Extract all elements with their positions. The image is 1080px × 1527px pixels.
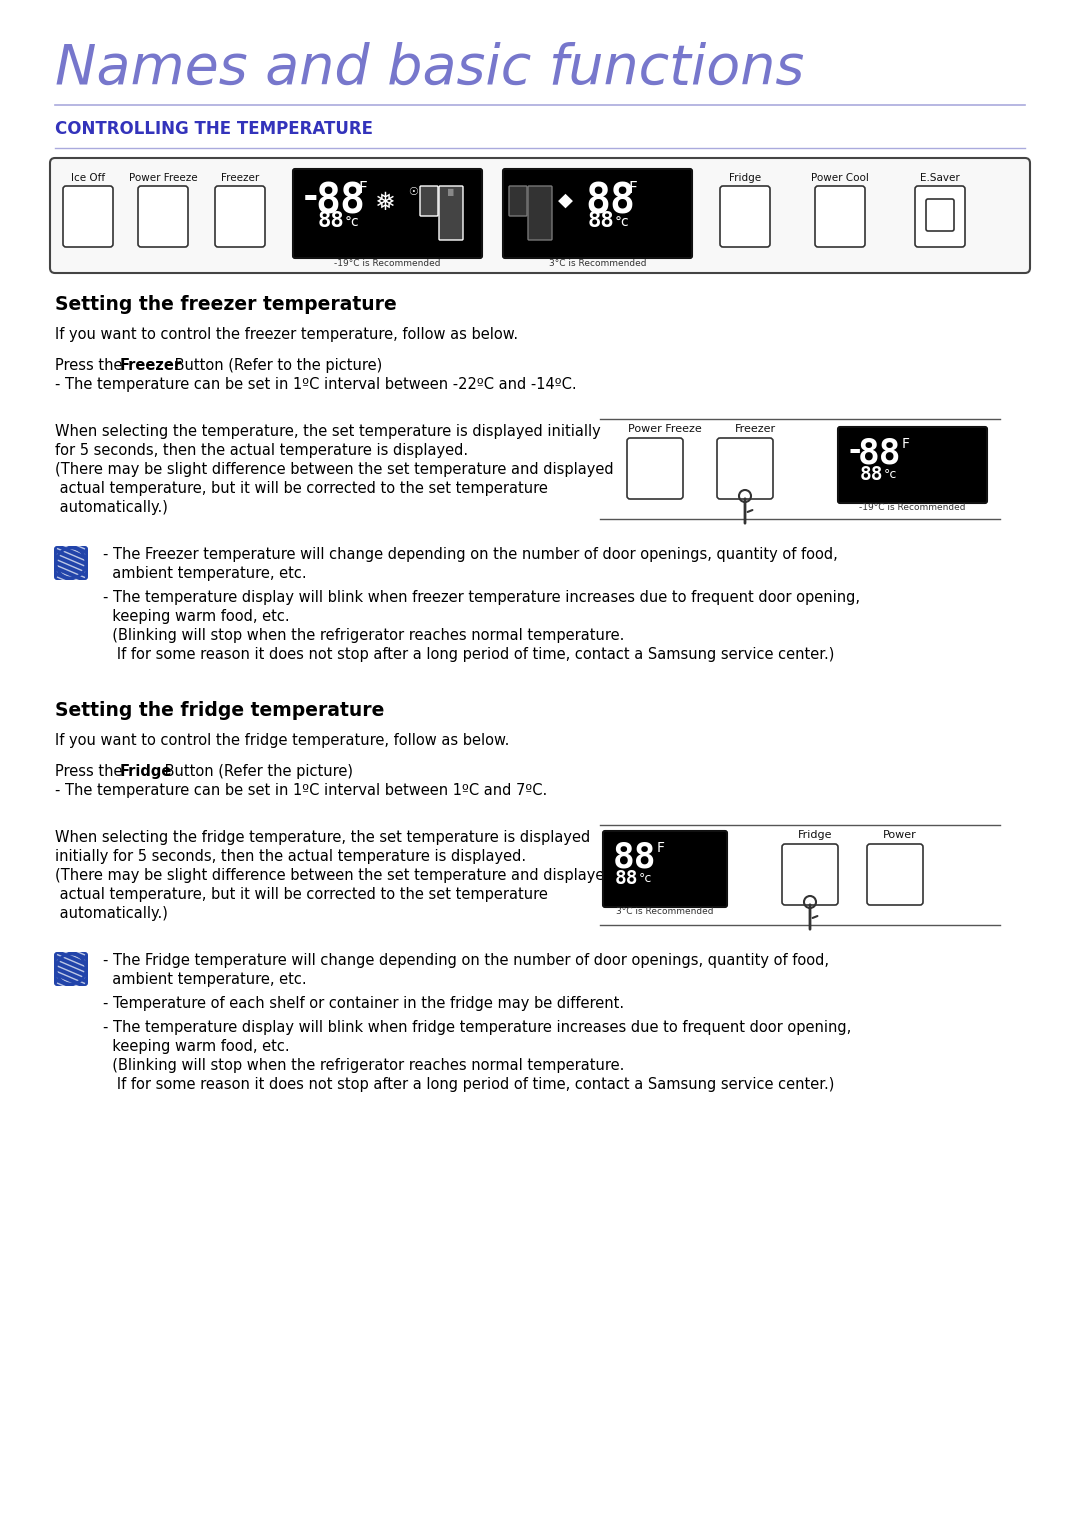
FancyBboxPatch shape [720,186,770,247]
Text: Names and basic functions: Names and basic functions [55,43,805,95]
Text: Setting the freezer temperature: Setting the freezer temperature [55,295,396,315]
Text: When selecting the temperature, the set temperature is displayed initially: When selecting the temperature, the set … [55,425,600,438]
Text: Button (Refer to the picture): Button (Refer to the picture) [170,357,382,373]
Text: 88: 88 [588,211,615,231]
Text: - The temperature can be set in 1ºC interval between 1ºC and 7ºC.: - The temperature can be set in 1ºC inte… [55,783,548,799]
FancyBboxPatch shape [838,428,987,502]
Text: automatically.): automatically.) [55,906,167,921]
Text: ❅: ❅ [375,191,395,215]
Text: Power Freeze: Power Freeze [129,173,198,183]
Text: -19°C is Recommended: -19°C is Recommended [334,260,441,269]
FancyBboxPatch shape [503,169,692,258]
Text: 88: 88 [315,182,365,223]
Text: 88: 88 [585,182,635,223]
FancyBboxPatch shape [926,199,954,231]
Text: (There may be slight difference between the set temperature and displayed: (There may be slight difference between … [55,867,613,883]
Text: ☉: ☉ [408,186,418,197]
Text: F: F [902,437,910,450]
Text: Ice Off: Ice Off [71,173,105,183]
Text: F: F [657,841,665,855]
Text: - The temperature can be set in 1ºC interval between -22ºC and -14ºC.: - The temperature can be set in 1ºC inte… [55,377,577,392]
Text: ambient temperature, etc.: ambient temperature, etc. [103,973,307,986]
FancyBboxPatch shape [54,951,87,986]
Text: CONTROLLING THE TEMPERATURE: CONTROLLING THE TEMPERATURE [55,121,373,137]
Text: Press the: Press the [55,764,127,779]
Text: - The Freezer temperature will change depending on the number of door openings, : - The Freezer temperature will change de… [103,547,838,562]
Text: - The temperature display will blink when freezer temperature increases due to f: - The temperature display will blink whe… [103,589,860,605]
Text: If you want to control the freezer temperature, follow as below.: If you want to control the freezer tempe… [55,327,518,342]
FancyBboxPatch shape [63,186,113,247]
Text: keeping warm food, etc.: keeping warm food, etc. [103,609,289,625]
FancyBboxPatch shape [438,186,463,240]
FancyBboxPatch shape [528,186,552,240]
Text: (Blinking will stop when the refrigerator reaches normal temperature.: (Blinking will stop when the refrigerato… [103,1058,624,1073]
FancyBboxPatch shape [815,186,865,247]
Text: Power Freeze: Power Freeze [629,425,702,434]
Text: 88: 88 [860,466,883,484]
Text: initially for 5 seconds, then the actual temperature is displayed.: initially for 5 seconds, then the actual… [55,849,526,864]
Text: F: F [627,182,637,195]
Text: °c: °c [345,215,360,229]
FancyBboxPatch shape [420,186,438,215]
Text: °c: °c [615,215,630,229]
Text: If you want to control the fridge temperature, follow as below.: If you want to control the fridge temper… [55,733,510,748]
Text: Freezer: Freezer [734,425,775,434]
FancyBboxPatch shape [603,831,727,907]
Text: actual temperature, but it will be corrected to the set temperature: actual temperature, but it will be corre… [55,887,548,902]
FancyBboxPatch shape [50,157,1030,273]
Text: -: - [845,437,863,466]
Text: Setting the fridge temperature: Setting the fridge temperature [55,701,384,721]
FancyBboxPatch shape [782,844,838,906]
Text: Freezer: Freezer [120,357,183,373]
Text: 3°C is Recommended: 3°C is Recommended [617,907,714,916]
Text: -: - [300,182,322,215]
Text: 88: 88 [318,211,345,231]
Text: keeping warm food, etc.: keeping warm food, etc. [103,1038,289,1054]
Text: automatically.): automatically.) [55,499,167,515]
Text: (Blinking will stop when the refrigerator reaches normal temperature.: (Blinking will stop when the refrigerato… [103,628,624,643]
Text: 88: 88 [615,869,638,889]
Text: - Temperature of each shelf or container in the fridge may be different.: - Temperature of each shelf or container… [103,996,624,1011]
Text: - The Fridge temperature will change depending on the number of door openings, q: - The Fridge temperature will change dep… [103,953,829,968]
Text: actual temperature, but it will be corrected to the set temperature: actual temperature, but it will be corre… [55,481,548,496]
FancyBboxPatch shape [867,844,923,906]
Text: - The temperature display will blink when fridge temperature increases due to fr: - The temperature display will blink whe… [103,1020,851,1035]
Text: Power: Power [883,831,917,840]
FancyBboxPatch shape [138,186,188,247]
FancyBboxPatch shape [215,186,265,247]
FancyBboxPatch shape [717,438,773,499]
Text: 88: 88 [858,437,902,470]
Text: If for some reason it does not stop after a long period of time, contact a Samsu: If for some reason it does not stop afte… [103,1077,835,1092]
Text: °c: °c [885,467,897,481]
Text: █: █ [447,189,453,195]
Text: Press the: Press the [55,357,127,373]
FancyBboxPatch shape [627,438,683,499]
Text: Power Cool: Power Cool [811,173,869,183]
FancyBboxPatch shape [54,547,87,580]
Text: When selecting the fridge temperature, the set temperature is displayed: When selecting the fridge temperature, t… [55,831,591,844]
Text: -19°C is Recommended: -19°C is Recommended [860,502,966,512]
Text: Fridge: Fridge [798,831,833,840]
Text: Fridge: Fridge [729,173,761,183]
Text: Freezer: Freezer [221,173,259,183]
Text: °c: °c [639,872,652,886]
FancyBboxPatch shape [915,186,966,247]
Text: ambient temperature, etc.: ambient temperature, etc. [103,567,307,580]
FancyBboxPatch shape [509,186,527,215]
Text: F: F [357,182,367,195]
Text: 3°C is Recommended: 3°C is Recommended [549,260,646,269]
Text: 88: 88 [613,841,657,875]
Text: for 5 seconds, then the actual temperature is displayed.: for 5 seconds, then the actual temperatu… [55,443,468,458]
Text: Fridge: Fridge [120,764,173,779]
FancyBboxPatch shape [293,169,482,258]
Text: E.Saver: E.Saver [920,173,960,183]
Text: If for some reason it does not stop after a long period of time, contact a Samsu: If for some reason it does not stop afte… [103,647,835,663]
Text: (There may be slight difference between the set temperature and displayed: (There may be slight difference between … [55,463,613,476]
Text: ◆: ◆ [557,191,572,211]
Text: Button (Refer the picture): Button (Refer the picture) [160,764,353,779]
